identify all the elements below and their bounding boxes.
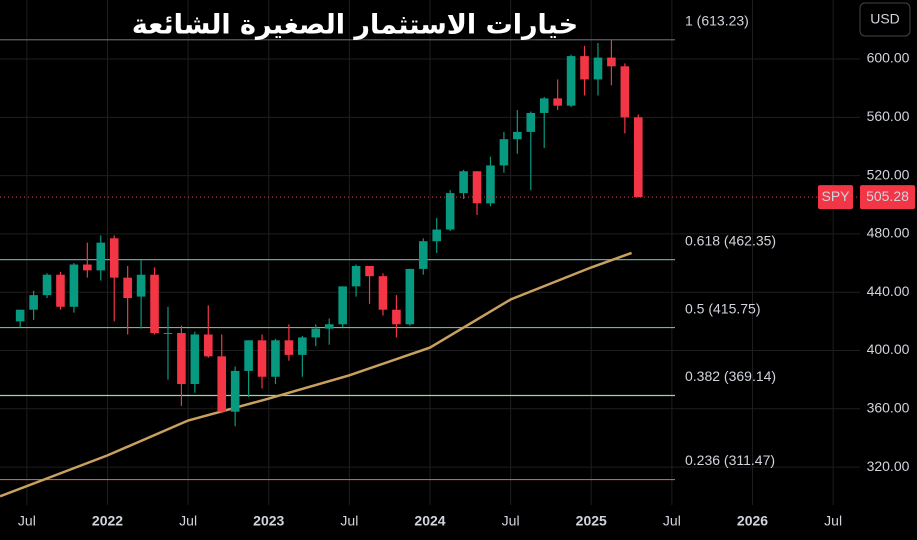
candle-body (136, 274, 146, 297)
candle-body (15, 309, 25, 322)
chart-title: خيارات الاستثمار الصغيرة الشائعة (132, 10, 578, 41)
candle-body (593, 57, 603, 80)
currency-box[interactable] (859, 2, 911, 37)
candle-body (190, 334, 200, 385)
candle-body (83, 264, 92, 271)
candle-body (607, 57, 616, 67)
candle-body (244, 340, 253, 371)
fib-label: 1 (613.23) (685, 12, 749, 28)
candle-body (230, 370, 240, 412)
candle-body (177, 333, 186, 385)
candle-body (539, 98, 549, 113)
symbol-box (818, 185, 853, 210)
candle-body (620, 66, 630, 118)
candle-body (459, 171, 468, 194)
x-tick-label: Jul (340, 513, 358, 529)
y-tick-label: 480.00 (867, 225, 910, 241)
candle-body (351, 265, 361, 287)
candle-body (284, 340, 294, 355)
fib-label: 0.618 (462.35) (685, 232, 776, 248)
last-price-box (860, 185, 915, 210)
y-tick-label: 440.00 (867, 283, 910, 299)
x-tick-label: 2026 (737, 513, 768, 529)
candle-body (338, 286, 347, 325)
y-tick-label: 560.00 (867, 108, 910, 124)
candle-body (203, 334, 213, 357)
candle-body (56, 274, 65, 307)
candle-body (432, 229, 442, 242)
candle-body (69, 264, 79, 307)
candle-body (513, 131, 522, 140)
x-tick-label: Jul (824, 513, 842, 529)
candle-body (633, 117, 643, 198)
y-tick-label: 520.00 (867, 166, 910, 182)
candle-body (526, 112, 536, 132)
currency[interactable]: USD (870, 11, 900, 27)
x-tick-label: Jul (18, 513, 36, 529)
candle-body (486, 165, 495, 204)
symbol: SPY (821, 188, 850, 204)
candle-body (378, 276, 388, 310)
candle-body (217, 356, 227, 412)
moving-average (0, 251, 633, 498)
fib-label: 0.236 (311.47) (685, 452, 775, 468)
candle-body (298, 337, 307, 355)
y-tick-label: 320.00 (867, 458, 910, 474)
x-tick-label: 2024 (414, 513, 445, 529)
fib-label: 0.5 (415.75) (685, 300, 761, 316)
candle-body (365, 265, 374, 277)
candle-body (392, 309, 401, 325)
candle-body (29, 295, 38, 310)
x-tick-label: Jul (179, 513, 197, 529)
candle-body (123, 277, 132, 299)
candle-body (257, 340, 267, 377)
candle-body (553, 98, 562, 106)
candle-body (324, 324, 334, 329)
y-tick-label: 600.00 (867, 50, 910, 66)
y-tick-label: 360.00 (867, 400, 910, 416)
last-price: 505.28 (866, 188, 909, 204)
fib-label: 0.382 (369.14) (685, 368, 776, 384)
candle-body (271, 340, 280, 377)
candle-body (42, 274, 52, 296)
candle-body (472, 171, 482, 204)
candle-body (109, 238, 119, 278)
candle-body (566, 56, 576, 106)
x-tick-label: 2022 (92, 513, 123, 529)
candle-body (311, 328, 321, 338)
candle-body (418, 241, 428, 269)
x-tick-label: Jul (502, 513, 520, 529)
candle-body (499, 139, 509, 166)
x-tick-label: Jul (663, 513, 681, 529)
y-tick-label: 400.00 (867, 341, 910, 357)
x-tick-label: 2025 (576, 513, 607, 529)
x-tick-label: 2023 (253, 513, 284, 529)
candle-body (445, 193, 455, 230)
candle-body (405, 268, 415, 325)
candle-body (163, 333, 173, 335)
candle-body (96, 242, 106, 271)
candle-body (150, 274, 159, 334)
candle-body (580, 56, 589, 80)
